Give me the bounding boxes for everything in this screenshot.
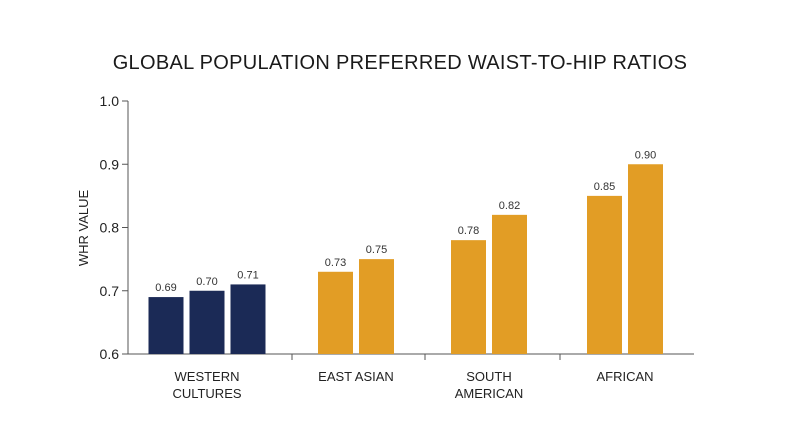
- y-axis-label: WHR VALUE: [76, 190, 91, 267]
- bar: [359, 259, 394, 354]
- category-label: CULTURES: [172, 386, 241, 401]
- category-label: SOUTH: [466, 369, 512, 384]
- data-label: 0.71: [237, 269, 258, 281]
- bar: [148, 297, 184, 354]
- y-tick-label: 0.9: [100, 156, 120, 172]
- category-label: EAST ASIAN: [318, 369, 394, 384]
- data-label: 0.82: [499, 200, 520, 212]
- bar: [230, 284, 266, 354]
- bar: [492, 214, 527, 354]
- category-label: WESTERN: [175, 369, 240, 384]
- data-label: 0.90: [635, 149, 656, 161]
- bar: [587, 195, 622, 354]
- data-label: 0.78: [458, 225, 479, 237]
- data-label: 0.75: [366, 244, 387, 256]
- bar: [318, 271, 353, 354]
- category-label: AFRICAN: [596, 369, 653, 384]
- y-tick-label: 0.6: [100, 346, 120, 362]
- data-label: 0.70: [196, 276, 217, 288]
- labels: 0.69 0.70 0.71 WESTERN CULTURES 0.73 0.75 EAST …: [155, 149, 656, 401]
- chart-title: GLOBAL POPULATION PREFERRED WAIST-TO-HIP…: [113, 52, 688, 74]
- bars: [148, 164, 663, 354]
- data-label: 0.73: [325, 257, 346, 269]
- data-label: 0.69: [155, 282, 176, 294]
- y-tick-label: 1.0: [100, 93, 120, 109]
- bar: [628, 164, 663, 354]
- bar: [451, 240, 486, 354]
- y-tick-label: 0.8: [100, 220, 120, 236]
- y-tick-label: 0.7: [100, 283, 120, 299]
- data-label: 0.85: [594, 181, 615, 193]
- category-label: AMERICAN: [455, 386, 524, 401]
- bar: [189, 290, 225, 354]
